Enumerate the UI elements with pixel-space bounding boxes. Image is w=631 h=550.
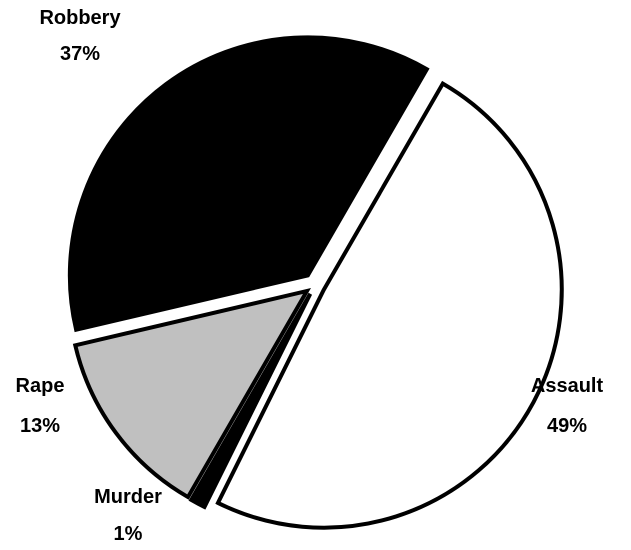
pie-slice-rape: [72, 287, 312, 500]
slice-percent-murder: 1%: [114, 523, 143, 545]
slice-label-murder: Murder: [94, 486, 162, 508]
slice-percent-rape: 13%: [20, 415, 60, 437]
pie-slice-murder: [188, 292, 313, 510]
pie-slice-robbery: [67, 35, 430, 333]
slice-label-rape: Rape: [16, 375, 65, 397]
pie-slices: [67, 35, 564, 530]
pie-slice-assault: [215, 80, 564, 530]
slice-percent-assault: 49%: [547, 415, 587, 437]
slice-label-robbery: Robbery: [39, 7, 121, 29]
slice-label-assault: Assault: [531, 375, 604, 397]
slice-percent-robbery: 37%: [60, 43, 100, 65]
pie-labels: Assault 49% Murder 1% Rape 13% Robbery 37%: [16, 7, 604, 545]
